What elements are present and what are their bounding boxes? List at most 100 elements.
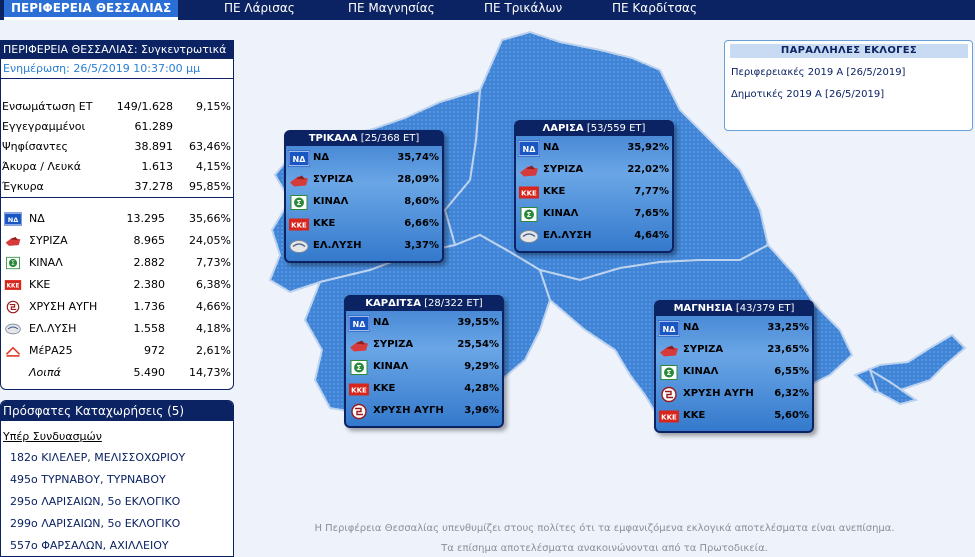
map-island-small (868, 367, 919, 406)
svg-text:ΚΚΕ: ΚΚΕ (661, 414, 677, 422)
card-party-name: ΝΔ (683, 322, 700, 333)
card-party-row: ΚΚΕ ΚΚΕ 6,66% (286, 214, 442, 235)
stat-label: Έγκυρα (2, 180, 44, 193)
recent-entries-panel: Πρόσφατες Καταχωρήσεις (5) Υπέρ Συνδυασμ… (0, 400, 234, 557)
card-karditsa[interactable]: ΚΑΡΔΙΤΣΑ [28/322 ΕΤ] ΝΔ ΝΔ 39,55% ΣΥΡΙΖΑ 25,5… (344, 295, 504, 428)
stat-row: Ενσωμάτωση ΕΤ 149/1.628 9,15% (1, 97, 233, 117)
party-votes: 1.558 (133, 322, 166, 335)
stat-row: Άκυρα / Λευκά 1.613 4,15% (1, 157, 233, 177)
card-party-pct: 3,37% (404, 240, 439, 251)
nd-logo-icon: ΝΔ (4, 211, 22, 227)
party-row: ΧΡΥΣΗ ΑΥΓΗ 1.736 4,66% (1, 296, 233, 318)
kinal-logo-icon: Σ (4, 255, 22, 271)
svg-text:Σ: Σ (527, 211, 532, 219)
svg-text:Σ: Σ (11, 261, 15, 267)
card-party-pct: 35,92% (627, 142, 669, 153)
card-party-pct: 3,96% (464, 405, 499, 416)
xa-logo-icon (658, 386, 680, 403)
nd-logo-icon: ΝΔ (658, 320, 680, 337)
summary-panel: ΠΕΡΙΦΕΡΕΙΑ ΘΕΣΣΑΛΙΑΣ: Συγκεντρωτικά Ενημ… (0, 40, 234, 390)
recent-entry-link[interactable]: 495ο ΤΥΡΝΑΒΟΥ, ΤΥΡΝΑΒΟΥ (10, 473, 166, 486)
syriza-logo-icon (518, 162, 540, 179)
stat-value: 37.278 (134, 180, 174, 193)
syriza-logo-icon (288, 172, 310, 189)
syriza-logo-icon (348, 337, 370, 354)
card-party-row: ΕΛ.ΛΥΣΗ 3,37% (286, 236, 442, 257)
top-navigation: ΠΕΡΙΦΕΡΕΙΑ ΘΕΣΣΑΛΙΑΣ ΠΕ Λάρισας ΠΕ Μαγνη… (0, 0, 975, 20)
card-magnisia[interactable]: ΜΑΓΝΗΣΙΑ [43/379 ΕΤ] ΝΔ ΝΔ 33,25% ΣΥΡΙΖΑ 23,6… (654, 300, 814, 433)
party-pct: 7,73% (196, 256, 231, 269)
municipal-elections-link[interactable]: Δημοτικές 2019 Α [26/5/2019] (731, 89, 885, 100)
stat-row: Ψηφίσαντες 38.891 63,46% (1, 137, 233, 157)
stat-value: 38.891 (134, 140, 174, 153)
svg-text:ΚΚΕ: ΚΚΕ (521, 190, 537, 198)
elysi-logo-icon (288, 238, 310, 255)
kke-logo-icon: ΚΚΕ (348, 381, 370, 398)
elysi-logo-icon (518, 228, 540, 245)
card-party-name: ΧΡΥΣΗ ΑΥΓΗ (683, 388, 754, 399)
party-name: ΚΚΕ (29, 278, 51, 291)
recent-entry-link[interactable]: 295ο ΛΑΡΙΣΑΙΩΝ, 5ο ΕΚΛΟΓΙΚΟ (10, 495, 181, 508)
card-party-row: Σ ΚΙΝΑΛ 8,60% (286, 192, 442, 213)
card-party-name: ΚΙΝΑΛ (313, 196, 349, 207)
card-party-pct: 8,60% (404, 196, 439, 207)
card-party-pct: 9,29% (464, 361, 499, 372)
tab-karditsa[interactable]: ΠΕ Καρδίτσας (612, 1, 698, 15)
party-pct: 35,66% (189, 212, 231, 225)
card-party-row: ΝΔ ΝΔ 33,25% (656, 318, 812, 339)
regional-elections-link[interactable]: Περιφερειακές 2019 Α [26/5/2019] (731, 67, 906, 78)
party-name: ΣΥΡΙΖΑ (29, 234, 68, 247)
party-votes: 2.380 (133, 278, 166, 291)
party-row: Λοιπά 5.490 14,73% (1, 362, 233, 384)
card-party-name: ΧΡΥΣΗ ΑΥΓΗ (373, 405, 444, 416)
svg-text:Σ: Σ (667, 369, 672, 377)
nd-logo-icon: ΝΔ (518, 140, 540, 157)
party-pct: 24,05% (189, 234, 231, 247)
card-party-pct: 7,77% (634, 186, 669, 197)
syriza-logo-icon (4, 233, 22, 249)
tab-larisa[interactable]: ΠΕ Λάρισας (224, 1, 295, 15)
svg-text:ΚΚΕ: ΚΚΕ (7, 283, 20, 289)
kke-logo-icon: ΚΚΕ (4, 277, 22, 293)
kinal-logo-icon: Σ (348, 359, 370, 376)
tab-trikala[interactable]: ΠΕ Τρικάλων (484, 1, 563, 15)
tab-perifereia[interactable]: ΠΕΡΙΦΕΡΕΙΑ ΘΕΣΣΑΛΙΑΣ (4, 0, 179, 20)
card-party-pct: 35,74% (397, 152, 439, 163)
summary-title: ΠΕΡΙΦΕΡΕΙΑ ΘΕΣΣΑΛΙΑΣ: Συγκεντρωτικά (1, 41, 233, 59)
card-party-name: ΚΙΝΑΛ (373, 361, 409, 372)
party-pct: 4,66% (196, 300, 231, 313)
recent-entry-link[interactable]: 557ο ΦΑΡΣΑΛΩΝ, ΑΧΙΛΛΕΙΟΥ (10, 539, 169, 552)
party-votes: 1.736 (133, 300, 166, 313)
card-party-name: ΝΔ (373, 317, 390, 328)
stat-value: 149/1.628 (116, 100, 173, 113)
disclaimer-line-2: Τα επίσημα αποτελέσματα ανακοινώνονται α… (441, 543, 768, 554)
stat-label: Ενσωμάτωση ΕΤ (2, 100, 93, 113)
parallel-elections-box: ΠΑΡΑΛΛΗΛΕΣ ΕΚΛΟΓΕΣ Περιφερειακές 2019 Α … (724, 40, 973, 131)
card-party-name: ΚΚΕ (313, 218, 336, 229)
card-title: ΛΑΡΙΣΑ [53/559 ΕΤ] (516, 122, 672, 136)
party-row: Σ ΚΙΝΑΛ 2.882 7,73% (1, 252, 233, 274)
stat-row: Εγγεγραμμένοι 61.289 (1, 117, 233, 137)
stat-row: Έγκυρα 37.278 95,85% (1, 177, 233, 198)
card-party-pct: 33,25% (767, 322, 809, 333)
party-name: Λοιπά (29, 366, 61, 379)
card-party-row: Σ ΚΙΝΑΛ 9,29% (346, 357, 502, 378)
kinal-logo-icon: Σ (288, 194, 310, 211)
recent-entry-link[interactable]: 182ο ΚΙΛΕΛΕΡ, ΜΕΛΙΣΣΟΧΩΡΙΟΥ (10, 451, 186, 464)
stat-pct: 63,46% (189, 140, 231, 153)
card-party-name: ΚΙΝΑΛ (683, 366, 719, 377)
card-party-row: ΣΥΡΙΖΑ 25,54% (346, 335, 502, 356)
card-larisa[interactable]: ΛΑΡΙΣΑ [53/559 ΕΤ] ΝΔ ΝΔ 35,92% ΣΥΡΙΖΑ 22,02%… (514, 120, 674, 253)
card-trikala[interactable]: ΤΡΙΚΑΛΑ [25/368 ΕΤ] ΝΔ ΝΔ 35,74% ΣΥΡΙΖΑ 28,09… (284, 130, 444, 263)
svg-text:ΝΔ: ΝΔ (663, 325, 677, 334)
recent-subtitle: Υπέρ Συνδυασμών (3, 430, 102, 443)
svg-text:ΚΚΕ: ΚΚΕ (351, 387, 367, 395)
card-party-pct: 4,64% (634, 230, 669, 241)
party-name: ΕΛ.ΛΥΣΗ (29, 322, 77, 335)
tab-magnisia[interactable]: ΠΕ Μαγνησίας (348, 1, 435, 15)
stat-pct: 9,15% (196, 100, 231, 113)
recent-entry-link[interactable]: 299ο ΛΑΡΙΣΑΙΩΝ, 5ο ΕΚΛΟΓΙΚΟ (10, 517, 181, 530)
elysi-logo-icon (4, 321, 22, 337)
party-row: ΝΔ ΝΔ 13.295 35,66% (1, 208, 233, 230)
party-votes: 13.295 (126, 212, 166, 225)
